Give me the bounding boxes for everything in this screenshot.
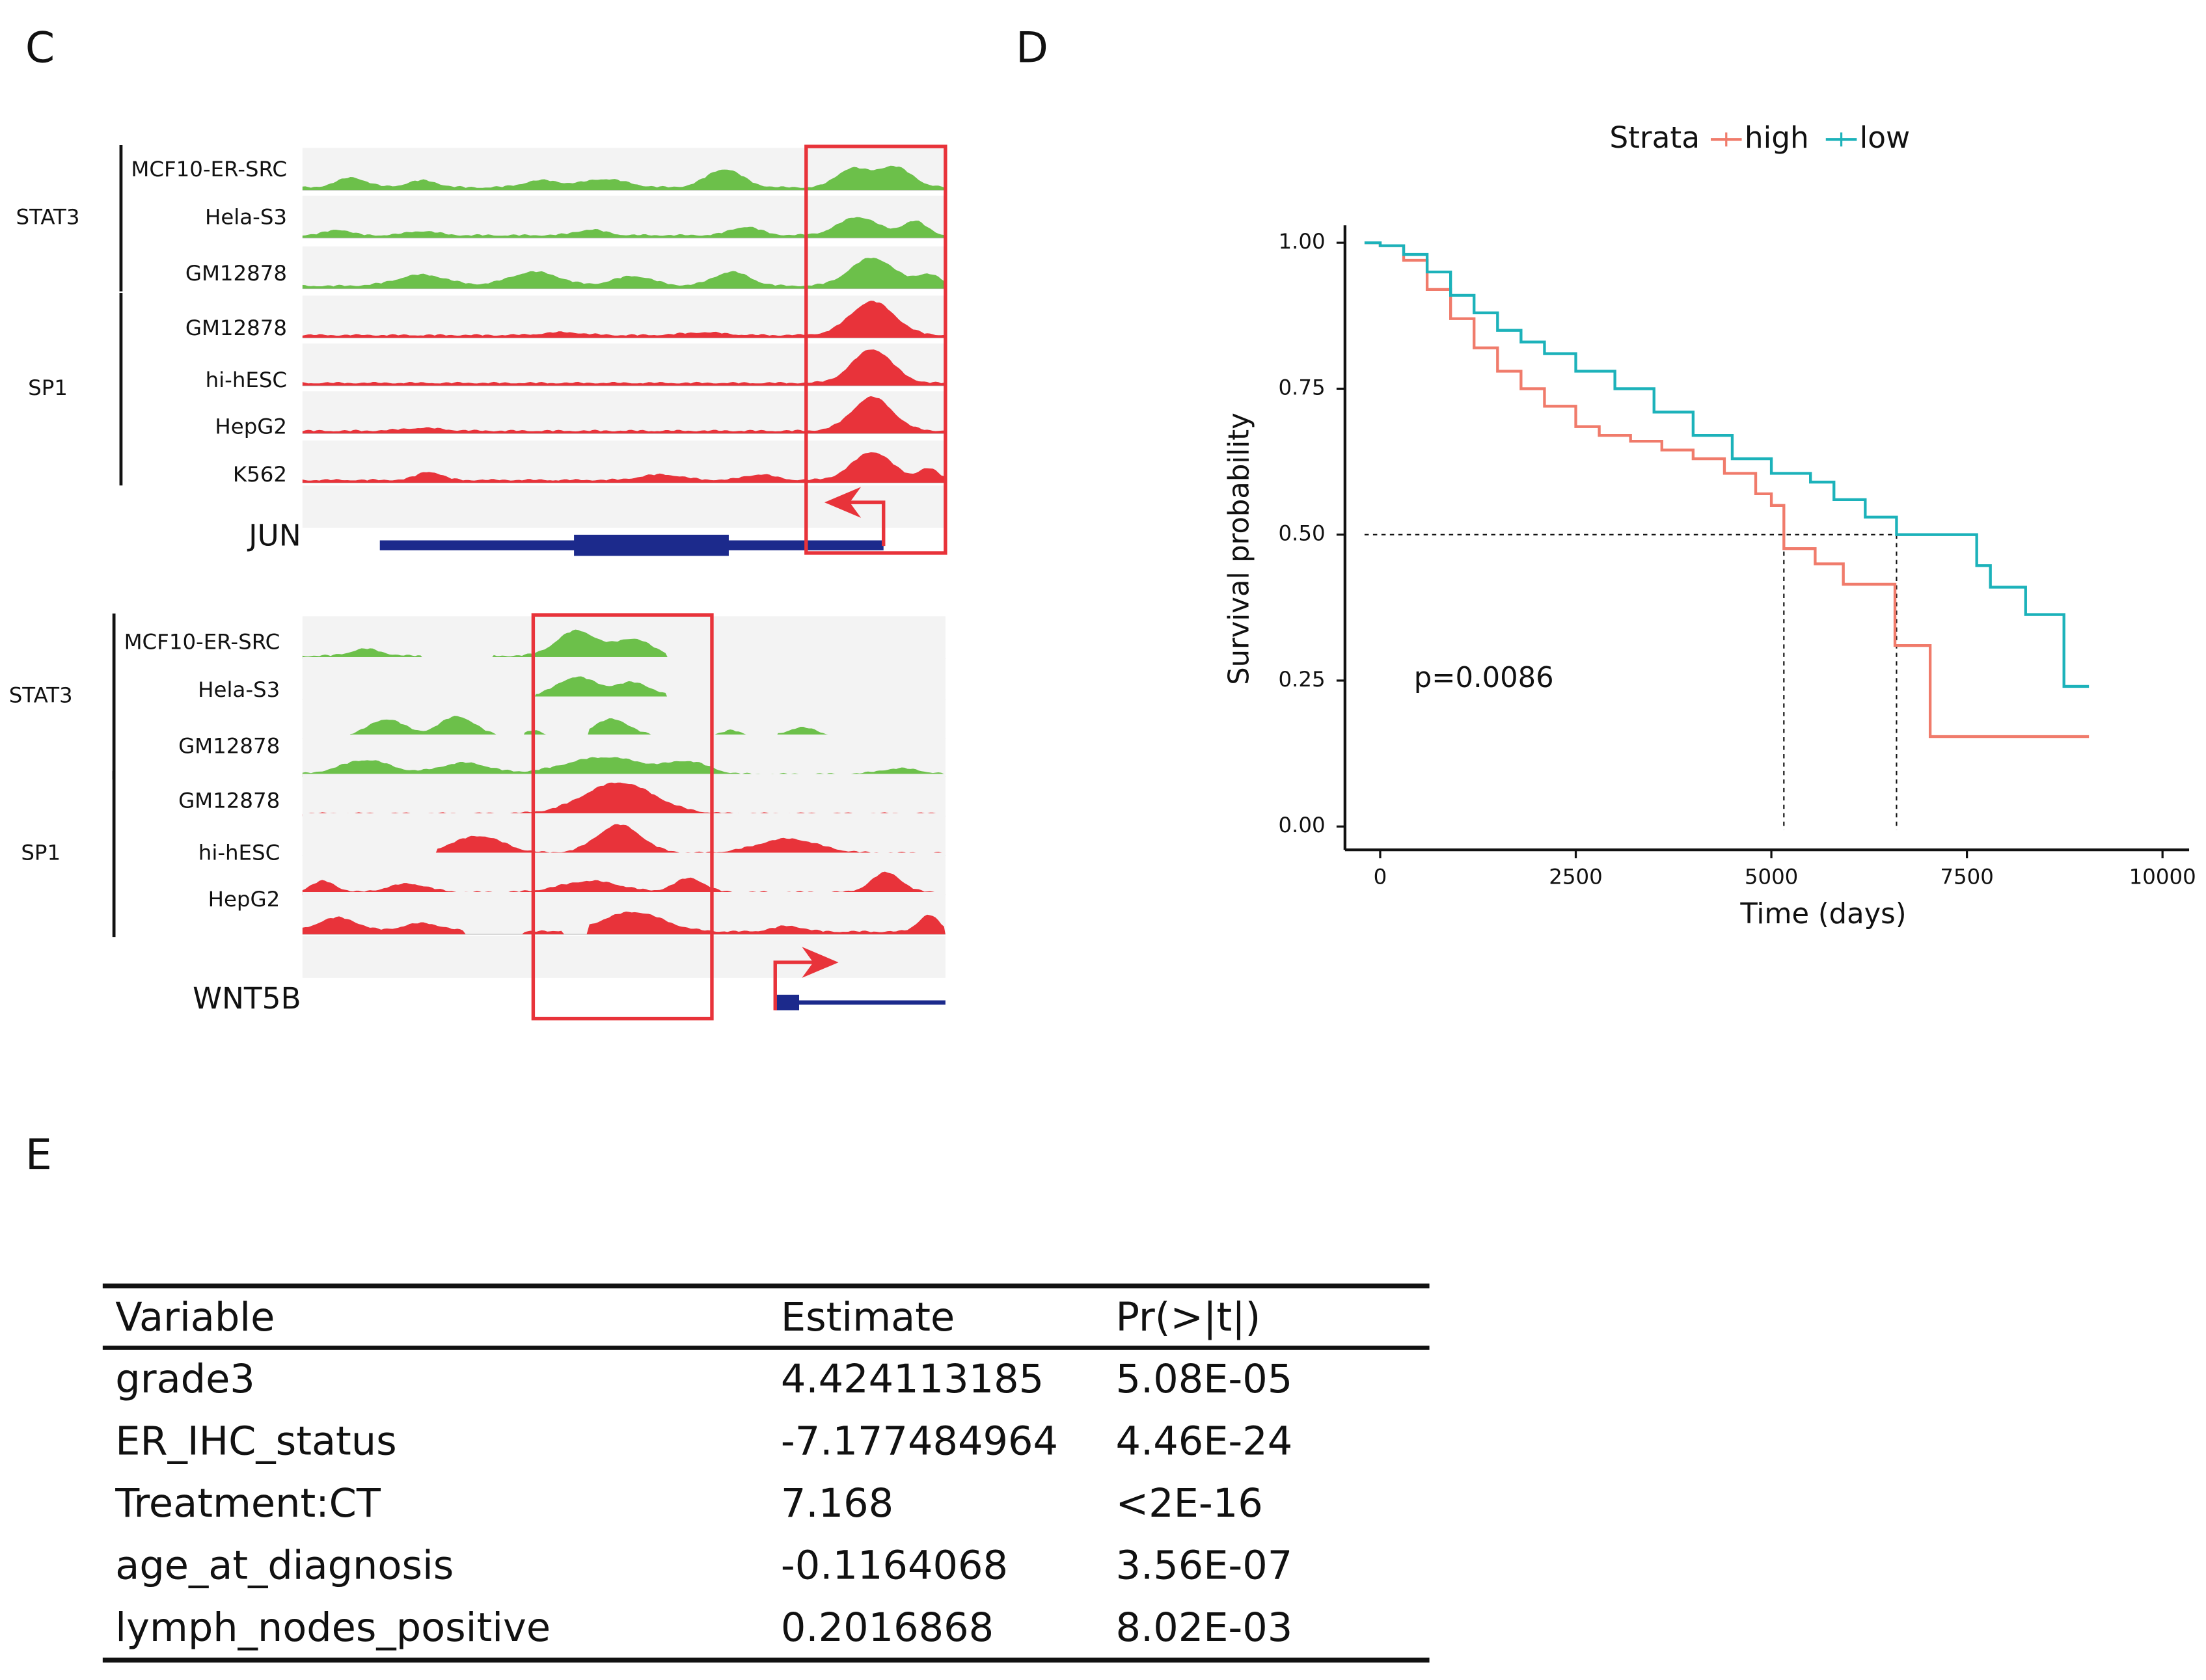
table-cell: Treatment:CT bbox=[115, 1481, 381, 1526]
gene-body bbox=[775, 1000, 946, 1005]
track-signal bbox=[302, 782, 946, 817]
track-signal bbox=[302, 716, 946, 739]
sample-label: GM12878 bbox=[178, 733, 280, 758]
table-cell: 5.08E-05 bbox=[1115, 1357, 1292, 1402]
table-header: Pr(>|t|) bbox=[1115, 1295, 1260, 1340]
y-tick-label: 1.00 bbox=[1278, 229, 1325, 254]
sample-label: Hela-S3 bbox=[205, 204, 287, 229]
table-cell: grade3 bbox=[115, 1357, 255, 1402]
sample-label: hi-hESC bbox=[198, 841, 280, 865]
sample-label: hi-hESC bbox=[206, 368, 287, 392]
table-cell: 4.46E-24 bbox=[1115, 1419, 1292, 1465]
group-label: SP1 bbox=[21, 841, 61, 865]
y-tick-label: 0.50 bbox=[1278, 521, 1325, 546]
survival-curve bbox=[1364, 241, 2090, 688]
panel-label: C bbox=[25, 24, 55, 73]
gene-label: WNT5B bbox=[193, 981, 301, 1016]
track-signal bbox=[302, 912, 946, 934]
track-signal bbox=[302, 217, 946, 238]
track-background bbox=[302, 936, 946, 978]
legend-label: low bbox=[1860, 120, 1911, 155]
table-cell: <2E-16 bbox=[1115, 1481, 1262, 1526]
panel-label: E bbox=[25, 1131, 52, 1180]
table-cell: 3.56E-07 bbox=[1115, 1543, 1292, 1589]
sample-label: HepG2 bbox=[208, 887, 280, 912]
track-signal bbox=[302, 629, 946, 659]
legend-title: Strata bbox=[1609, 120, 1700, 155]
track-signal bbox=[302, 165, 946, 191]
group-label: SP1 bbox=[28, 375, 68, 400]
y-tick-label: 0.00 bbox=[1278, 813, 1325, 837]
tss-arrow bbox=[844, 500, 886, 547]
track-signal bbox=[302, 452, 946, 483]
track-signal bbox=[302, 824, 946, 856]
legend-label: high bbox=[1745, 120, 1809, 155]
table-cell: 7.168 bbox=[781, 1481, 893, 1526]
sample-label: HepG2 bbox=[215, 414, 287, 439]
sample-label: MCF10-ER-SRC bbox=[131, 157, 287, 182]
table-cell: 8.02E-03 bbox=[1115, 1605, 1292, 1651]
track-signal bbox=[302, 396, 946, 434]
x-axis-label: Time (days) bbox=[1739, 898, 1906, 930]
x-tick-label: 0 bbox=[1374, 864, 1387, 889]
track-signal bbox=[302, 757, 946, 777]
track-signal bbox=[302, 258, 946, 289]
x-tick-label: 10000 bbox=[2129, 864, 2196, 889]
sample-label: Hela-S3 bbox=[198, 677, 280, 702]
tss-arrowhead bbox=[824, 487, 862, 518]
x-tick-label: 2500 bbox=[1549, 864, 1602, 889]
y-axis-label: Survival probability bbox=[1223, 413, 1255, 685]
tss-arrowhead bbox=[802, 947, 839, 978]
table-cell: 0.2016868 bbox=[781, 1605, 994, 1651]
highlight-box bbox=[804, 144, 947, 555]
track-signal bbox=[302, 676, 946, 699]
track-signal bbox=[302, 349, 946, 386]
table-header: Variable bbox=[115, 1295, 275, 1340]
table-cell: ER_IHC_status bbox=[115, 1419, 396, 1465]
y-tick-label: 0.75 bbox=[1278, 375, 1325, 400]
group-label: STAT3 bbox=[9, 683, 73, 707]
table-cell: age_at_diagnosis bbox=[115, 1543, 454, 1589]
table-cell: lymph_nodes_positive bbox=[115, 1605, 551, 1651]
annotation: p=0.0086 bbox=[1414, 662, 1554, 694]
tss-arrow bbox=[773, 960, 816, 1010]
x-tick-label: 7500 bbox=[1940, 864, 1993, 889]
sample-label: GM12878 bbox=[185, 316, 287, 340]
table-cell: 4.424113185 bbox=[781, 1357, 1044, 1402]
gene-exon bbox=[775, 994, 800, 1010]
gene-exon bbox=[574, 534, 729, 556]
sample-label: GM12878 bbox=[178, 789, 280, 813]
y-tick-label: 0.25 bbox=[1278, 667, 1325, 692]
sample-label: K562 bbox=[233, 462, 287, 487]
table-cell: -7.177484964 bbox=[781, 1419, 1058, 1465]
gene-label: JUN bbox=[247, 519, 301, 553]
highlight-box bbox=[531, 613, 714, 1021]
table-header: Estimate bbox=[781, 1295, 955, 1340]
sample-label: MCF10-ER-SRC bbox=[124, 629, 280, 654]
panel-label: D bbox=[1016, 24, 1048, 73]
sample-label: GM12878 bbox=[185, 261, 287, 286]
x-tick-label: 5000 bbox=[1745, 864, 1798, 889]
table-cell: -0.1164068 bbox=[781, 1543, 1008, 1589]
group-label: STAT3 bbox=[16, 204, 80, 229]
track-signal bbox=[302, 301, 946, 338]
